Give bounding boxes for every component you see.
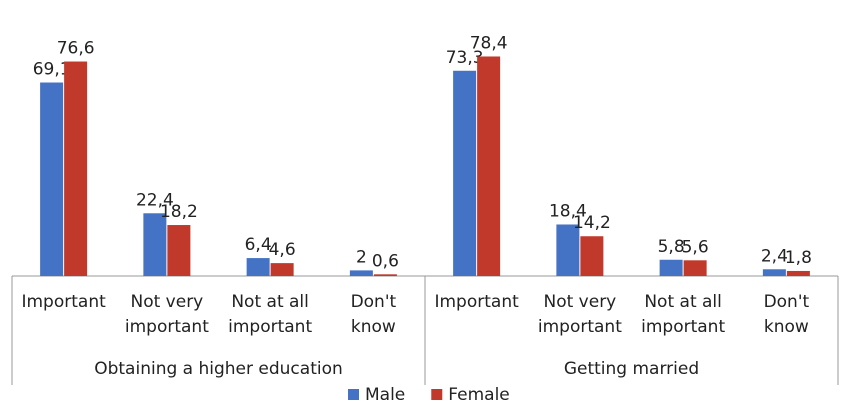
bar-female (580, 236, 604, 276)
category-tick-label: Not at all (644, 292, 722, 312)
bar-male (556, 224, 580, 276)
data-label: 69,1 (33, 60, 71, 80)
group-label: Obtaining a higher education (94, 359, 343, 379)
bar-female (373, 274, 397, 276)
legend-label-female: Female (448, 385, 509, 405)
bar-male (453, 70, 477, 276)
data-label: 18,4 (549, 201, 587, 221)
bar-female (167, 225, 191, 276)
legend-swatch-female (431, 389, 443, 400)
bar-female (786, 270, 810, 276)
bar-female (270, 263, 294, 276)
bar-male (246, 258, 270, 276)
category-tick-label: Important (21, 292, 106, 312)
category-tick-label: know (764, 317, 809, 337)
bar-male (40, 82, 64, 277)
category-tick-label: know (351, 317, 396, 337)
data-label: 6,4 (245, 235, 272, 255)
category-tick-label: Not very (543, 292, 616, 312)
data-label: 0,6 (372, 251, 399, 271)
bar-male (349, 270, 373, 276)
data-label: 73,3 (446, 48, 484, 68)
data-label: 18,2 (160, 202, 198, 222)
data-label: 78,4 (470, 33, 508, 53)
bar-female (64, 61, 88, 276)
legend-swatch-male (348, 389, 359, 400)
data-label: 1,8 (785, 248, 812, 268)
category-tick-label: Don't (764, 292, 810, 312)
data-label: 22,4 (136, 190, 174, 210)
category-tick-label: Don't (351, 292, 397, 312)
category-tick-label: important (538, 317, 622, 337)
bar-female (683, 260, 707, 276)
category-tick-label: Important (434, 292, 519, 312)
category-tick-label: important (641, 317, 725, 337)
category-tick-label: important (228, 317, 312, 337)
data-label: 76,6 (57, 39, 95, 59)
bar-male (659, 259, 683, 276)
data-label: 4,6 (269, 240, 296, 260)
bar-male (762, 269, 786, 276)
data-label: 2 (356, 247, 367, 267)
legend-label-male: Male (365, 385, 405, 405)
category-tick-label: Not at all (231, 292, 309, 312)
bar-female (477, 56, 501, 277)
category-tick-label: Not very (130, 292, 203, 312)
data-label: 2,4 (761, 246, 788, 266)
category-tick-label: important (125, 317, 209, 337)
data-label: 14,2 (573, 213, 611, 233)
group-label: Getting married (564, 359, 699, 379)
data-label: 5,8 (658, 237, 685, 257)
bar-male (143, 213, 167, 276)
data-label: 5,6 (682, 237, 709, 257)
